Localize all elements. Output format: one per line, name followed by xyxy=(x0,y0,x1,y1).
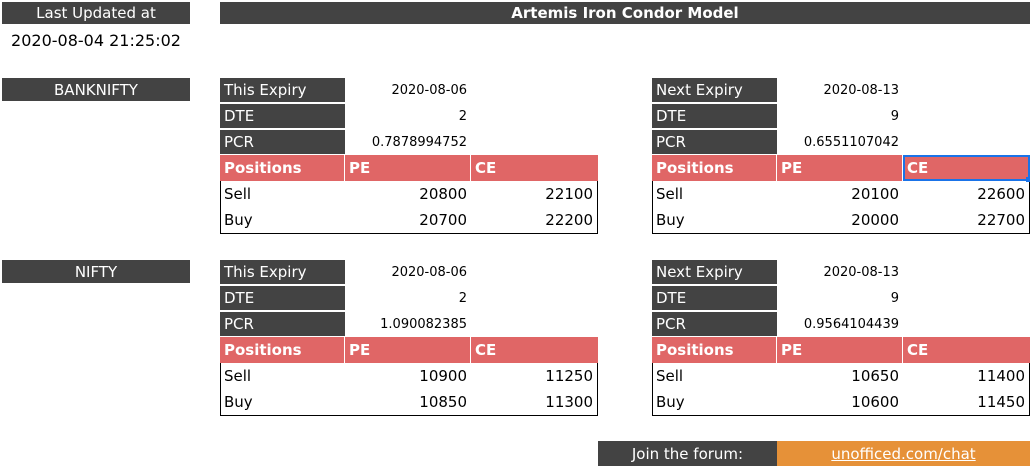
row-label: Buy xyxy=(656,211,685,229)
info-value: 2020-08-13 xyxy=(823,82,899,98)
column-header: Positions xyxy=(220,155,345,181)
column-header: PE xyxy=(345,337,471,363)
column-header: PE xyxy=(777,337,903,363)
row-label: Sell xyxy=(656,367,684,385)
footer-label: Join the forum: xyxy=(598,441,777,466)
info-label: PCR xyxy=(220,130,345,154)
strike-value: 11300 xyxy=(545,393,593,411)
info-label: PCR xyxy=(652,312,777,336)
row-label: Buy xyxy=(224,211,253,229)
column-header: PE xyxy=(345,155,471,181)
info-value: 9 xyxy=(890,108,899,124)
title: Artemis Iron Condor Model xyxy=(220,2,1030,24)
strike-value: 11250 xyxy=(545,367,593,385)
strike-value: 10850 xyxy=(419,393,467,411)
strike-value: 22700 xyxy=(977,211,1025,229)
row-label: Sell xyxy=(224,367,252,385)
forum-link[interactable]: unofficed.com/chat xyxy=(777,441,1030,466)
info-value: 0.9564104439 xyxy=(803,316,899,332)
strike-value: 20700 xyxy=(419,211,467,229)
strike-value: 20000 xyxy=(851,211,899,229)
info-label: DTE xyxy=(220,104,345,128)
info-label: DTE xyxy=(652,104,777,128)
info-value: 0.7878994752 xyxy=(371,134,467,150)
strike-value: 22200 xyxy=(545,211,593,229)
strike-value: 10600 xyxy=(851,393,899,411)
strike-value: 10900 xyxy=(419,367,467,385)
info-value: 2020-08-06 xyxy=(391,264,467,280)
info-label: This Expiry xyxy=(220,260,345,284)
info-value: 2020-08-06 xyxy=(391,82,467,98)
info-value: 2 xyxy=(458,108,467,124)
section-name: BANKNIFTY xyxy=(2,78,190,101)
row-label: Buy xyxy=(656,393,685,411)
info-label: Next Expiry xyxy=(652,78,777,102)
strike-value: 11450 xyxy=(977,393,1025,411)
strike-value: 22600 xyxy=(977,185,1025,203)
info-value: 1.090082385 xyxy=(380,316,467,332)
column-header: PE xyxy=(777,155,903,181)
row-label: Sell xyxy=(224,185,252,203)
last-updated-label: Last Updated at xyxy=(2,2,190,24)
column-header: CE xyxy=(471,155,598,181)
info-label: Next Expiry xyxy=(652,260,777,284)
selected-cell xyxy=(903,155,1030,182)
strike-value: 22100 xyxy=(545,185,593,203)
column-header: CE xyxy=(903,337,1030,363)
info-label: PCR xyxy=(220,312,345,336)
strike-value: 20800 xyxy=(419,185,467,203)
strike-value: 11400 xyxy=(977,367,1025,385)
info-value: 2 xyxy=(458,290,467,306)
section-name: NIFTY xyxy=(2,260,190,283)
row-label: Sell xyxy=(656,185,684,203)
info-value: 2020-08-13 xyxy=(823,264,899,280)
last-updated: 2020-08-04 21:25:02 xyxy=(11,30,181,50)
info-value: 0.6551107042 xyxy=(803,134,899,150)
info-value: 9 xyxy=(890,290,899,306)
info-label: DTE xyxy=(220,286,345,310)
info-label: DTE xyxy=(652,286,777,310)
column-header: Positions xyxy=(220,337,345,363)
info-label: PCR xyxy=(652,130,777,154)
column-header: Positions xyxy=(652,155,777,181)
strike-value: 10650 xyxy=(851,367,899,385)
info-label: This Expiry xyxy=(220,78,345,102)
column-header: CE xyxy=(471,337,598,363)
column-header: Positions xyxy=(652,337,777,363)
strike-value: 20100 xyxy=(851,185,899,203)
row-label: Buy xyxy=(224,393,253,411)
column-header: CE xyxy=(903,155,1030,181)
